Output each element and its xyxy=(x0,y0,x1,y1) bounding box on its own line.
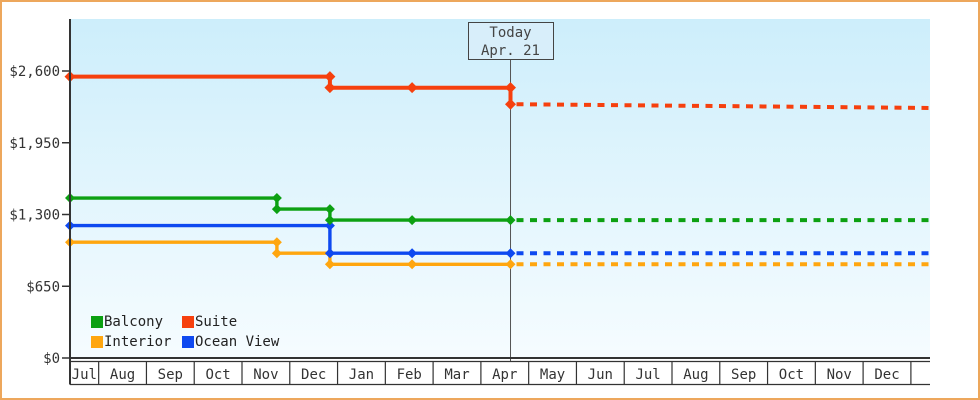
data-point-marker-interior xyxy=(505,259,516,270)
month-label: Jul xyxy=(72,367,97,383)
legend-swatch-icon xyxy=(182,316,194,328)
plot-area xyxy=(70,19,930,358)
data-point-marker-suite xyxy=(324,71,336,83)
month-label: Aug xyxy=(683,367,708,383)
month-label: Dec xyxy=(301,367,326,383)
data-point-marker-suite xyxy=(505,98,517,110)
data-point-marker-interior xyxy=(407,259,418,270)
legend-swatch-icon xyxy=(91,316,103,328)
month-label: Jul xyxy=(635,367,660,383)
data-point-marker-balcony xyxy=(324,215,335,226)
legend: Balcony Suite Interior Ocean View xyxy=(91,312,279,352)
month-label: Aug xyxy=(110,367,135,383)
legend-label: Balcony xyxy=(104,314,164,330)
legend-row: Interior Ocean View xyxy=(91,332,279,352)
today-date: Apr. 21 xyxy=(480,43,540,59)
legend-label: Interior xyxy=(104,334,172,350)
legend-item-interior: Interior xyxy=(91,334,182,350)
month-label: Oct xyxy=(779,367,804,383)
data-point-marker-ocean-view xyxy=(324,220,335,231)
legend-item-suite: Suite xyxy=(182,314,237,330)
data-point-marker-ocean-view xyxy=(407,248,418,259)
month-label: Apr xyxy=(492,367,517,383)
month-label: Nov xyxy=(827,367,852,383)
month-label: Feb xyxy=(397,367,422,383)
data-point-marker-interior xyxy=(324,259,335,270)
data-point-marker-ocean-view xyxy=(505,248,516,259)
data-point-marker-suite xyxy=(406,82,418,94)
month-label: Jun xyxy=(588,367,613,383)
legend-item-ocean-view: Ocean View xyxy=(182,334,279,350)
data-point-marker-ocean-view xyxy=(324,248,335,259)
y-tick-label: $1,300 xyxy=(9,208,60,224)
legend-swatch-icon xyxy=(91,336,103,348)
month-label: Sep xyxy=(158,367,183,383)
y-tick-label: $1,950 xyxy=(9,136,60,152)
month-label: Oct xyxy=(205,367,230,383)
y-tick-label: $650 xyxy=(26,279,60,295)
data-point-marker-suite xyxy=(324,82,336,94)
legend-label: Ocean View xyxy=(195,334,280,350)
data-point-marker-balcony xyxy=(407,215,418,226)
y-tick-label: $2,600 xyxy=(9,64,60,80)
legend-swatch-icon xyxy=(182,336,194,348)
data-point-marker-suite xyxy=(505,82,517,94)
month-label: Mar xyxy=(444,367,469,383)
legend-row: Balcony Suite xyxy=(91,312,279,332)
data-point-marker-balcony xyxy=(505,215,516,226)
month-label: Jan xyxy=(349,367,374,383)
y-tick-label: $0 xyxy=(43,351,60,367)
data-point-marker-balcony xyxy=(271,204,282,215)
legend-item-balcony: Balcony xyxy=(91,314,182,330)
month-label: May xyxy=(540,367,565,383)
month-label: Nov xyxy=(253,367,278,383)
today-label: Today xyxy=(489,25,532,41)
legend-label: Suite xyxy=(195,314,238,330)
data-point-marker-interior xyxy=(271,237,282,248)
month-label: Sep xyxy=(731,367,756,383)
data-point-marker-interior xyxy=(271,248,282,259)
data-point-marker-balcony xyxy=(324,204,335,215)
data-point-marker-balcony xyxy=(271,193,282,204)
forecast-line-suite xyxy=(516,102,931,110)
today-annotation: Today Apr. 21 xyxy=(467,22,554,60)
month-label: Dec xyxy=(874,367,899,383)
